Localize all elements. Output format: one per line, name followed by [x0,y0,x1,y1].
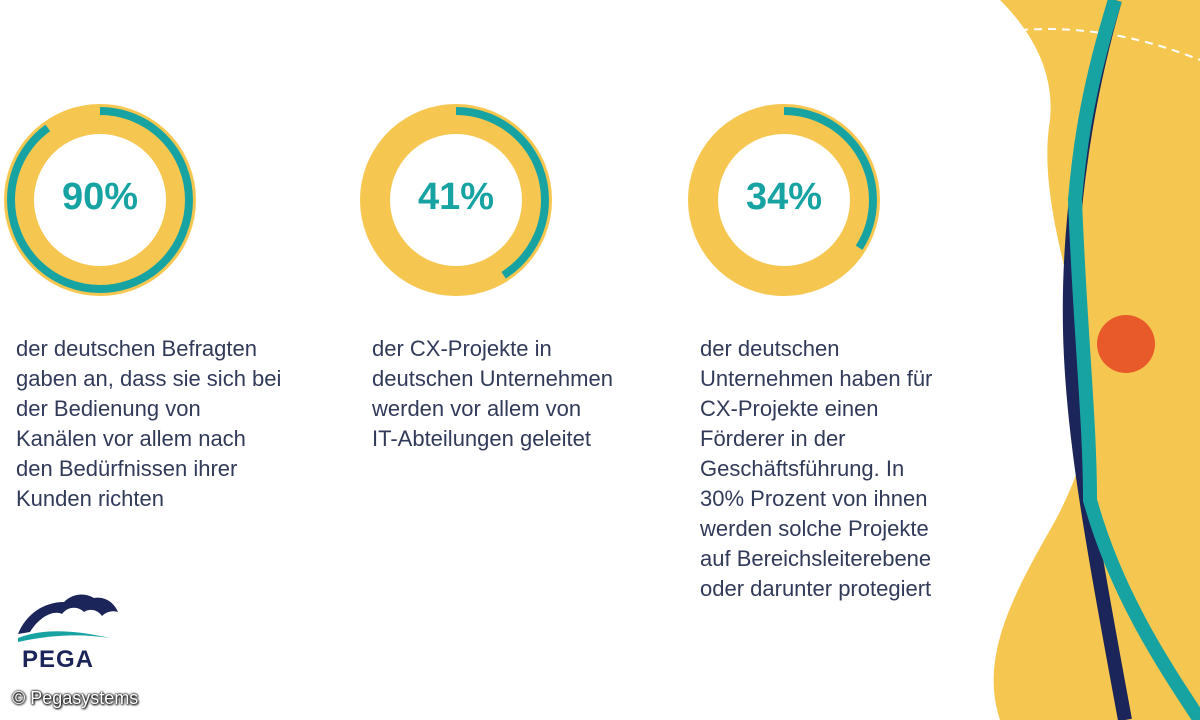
progress-ring [360,104,552,296]
ring-progress [7,107,193,293]
progress-ring [688,104,880,296]
progress-ring [4,104,196,296]
orange-dot [1097,315,1155,373]
brand-name: PEGA [22,646,95,673]
stat-description: der deutschen Befragten gaben an, dass s… [16,336,282,511]
stat-description: der CX-Projekte in deutschen Unternehmen… [372,336,613,451]
ring-track [688,104,880,296]
ring-track [4,104,196,296]
ring-progress [691,107,877,293]
ring-progress [363,107,549,293]
stat-description: der deutschen Unternehmen haben für CX-P… [700,336,933,601]
ring-track [360,104,552,296]
teal-arc [1067,0,1200,720]
decorative-shapes [993,0,1200,720]
stat-value: 41% [417,176,495,218]
pega-logo-icon [18,594,118,642]
yellow-blob [993,0,1200,720]
stat-value: 90% [61,176,139,218]
stat-value: 34% [745,176,823,218]
copyright: © Pegasystems [12,688,139,708]
